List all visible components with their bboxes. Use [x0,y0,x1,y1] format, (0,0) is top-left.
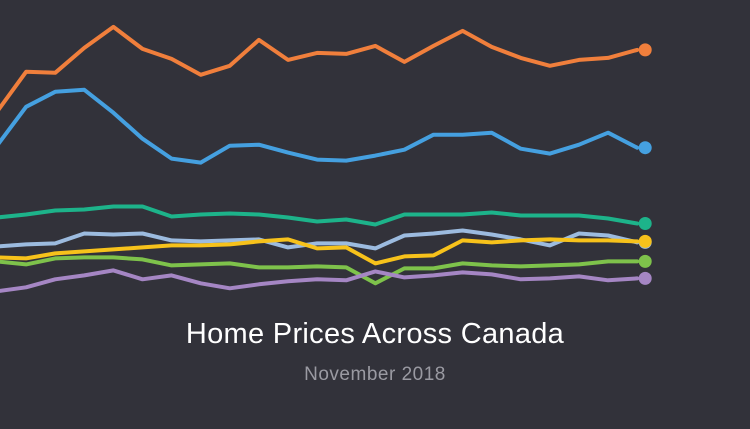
series-end-marker-3 [638,217,652,230]
series-line-3 [0,204,640,227]
series-line-2 [0,87,640,165]
series-line-7 [0,268,640,293]
series-line-5 [0,237,640,266]
series-end-marker-5 [638,234,652,248]
series-end-marker-6 [638,254,652,268]
chart-title: Home Prices Across Canada [185,318,565,350]
chart-subtitle: November 2018 [304,364,446,385]
series-end-marker-1 [638,43,652,57]
series-line-1 [0,24,640,111]
series-end-marker-7 [638,271,652,285]
series-end-marker-2 [638,141,652,155]
series-line-6 [0,255,640,286]
